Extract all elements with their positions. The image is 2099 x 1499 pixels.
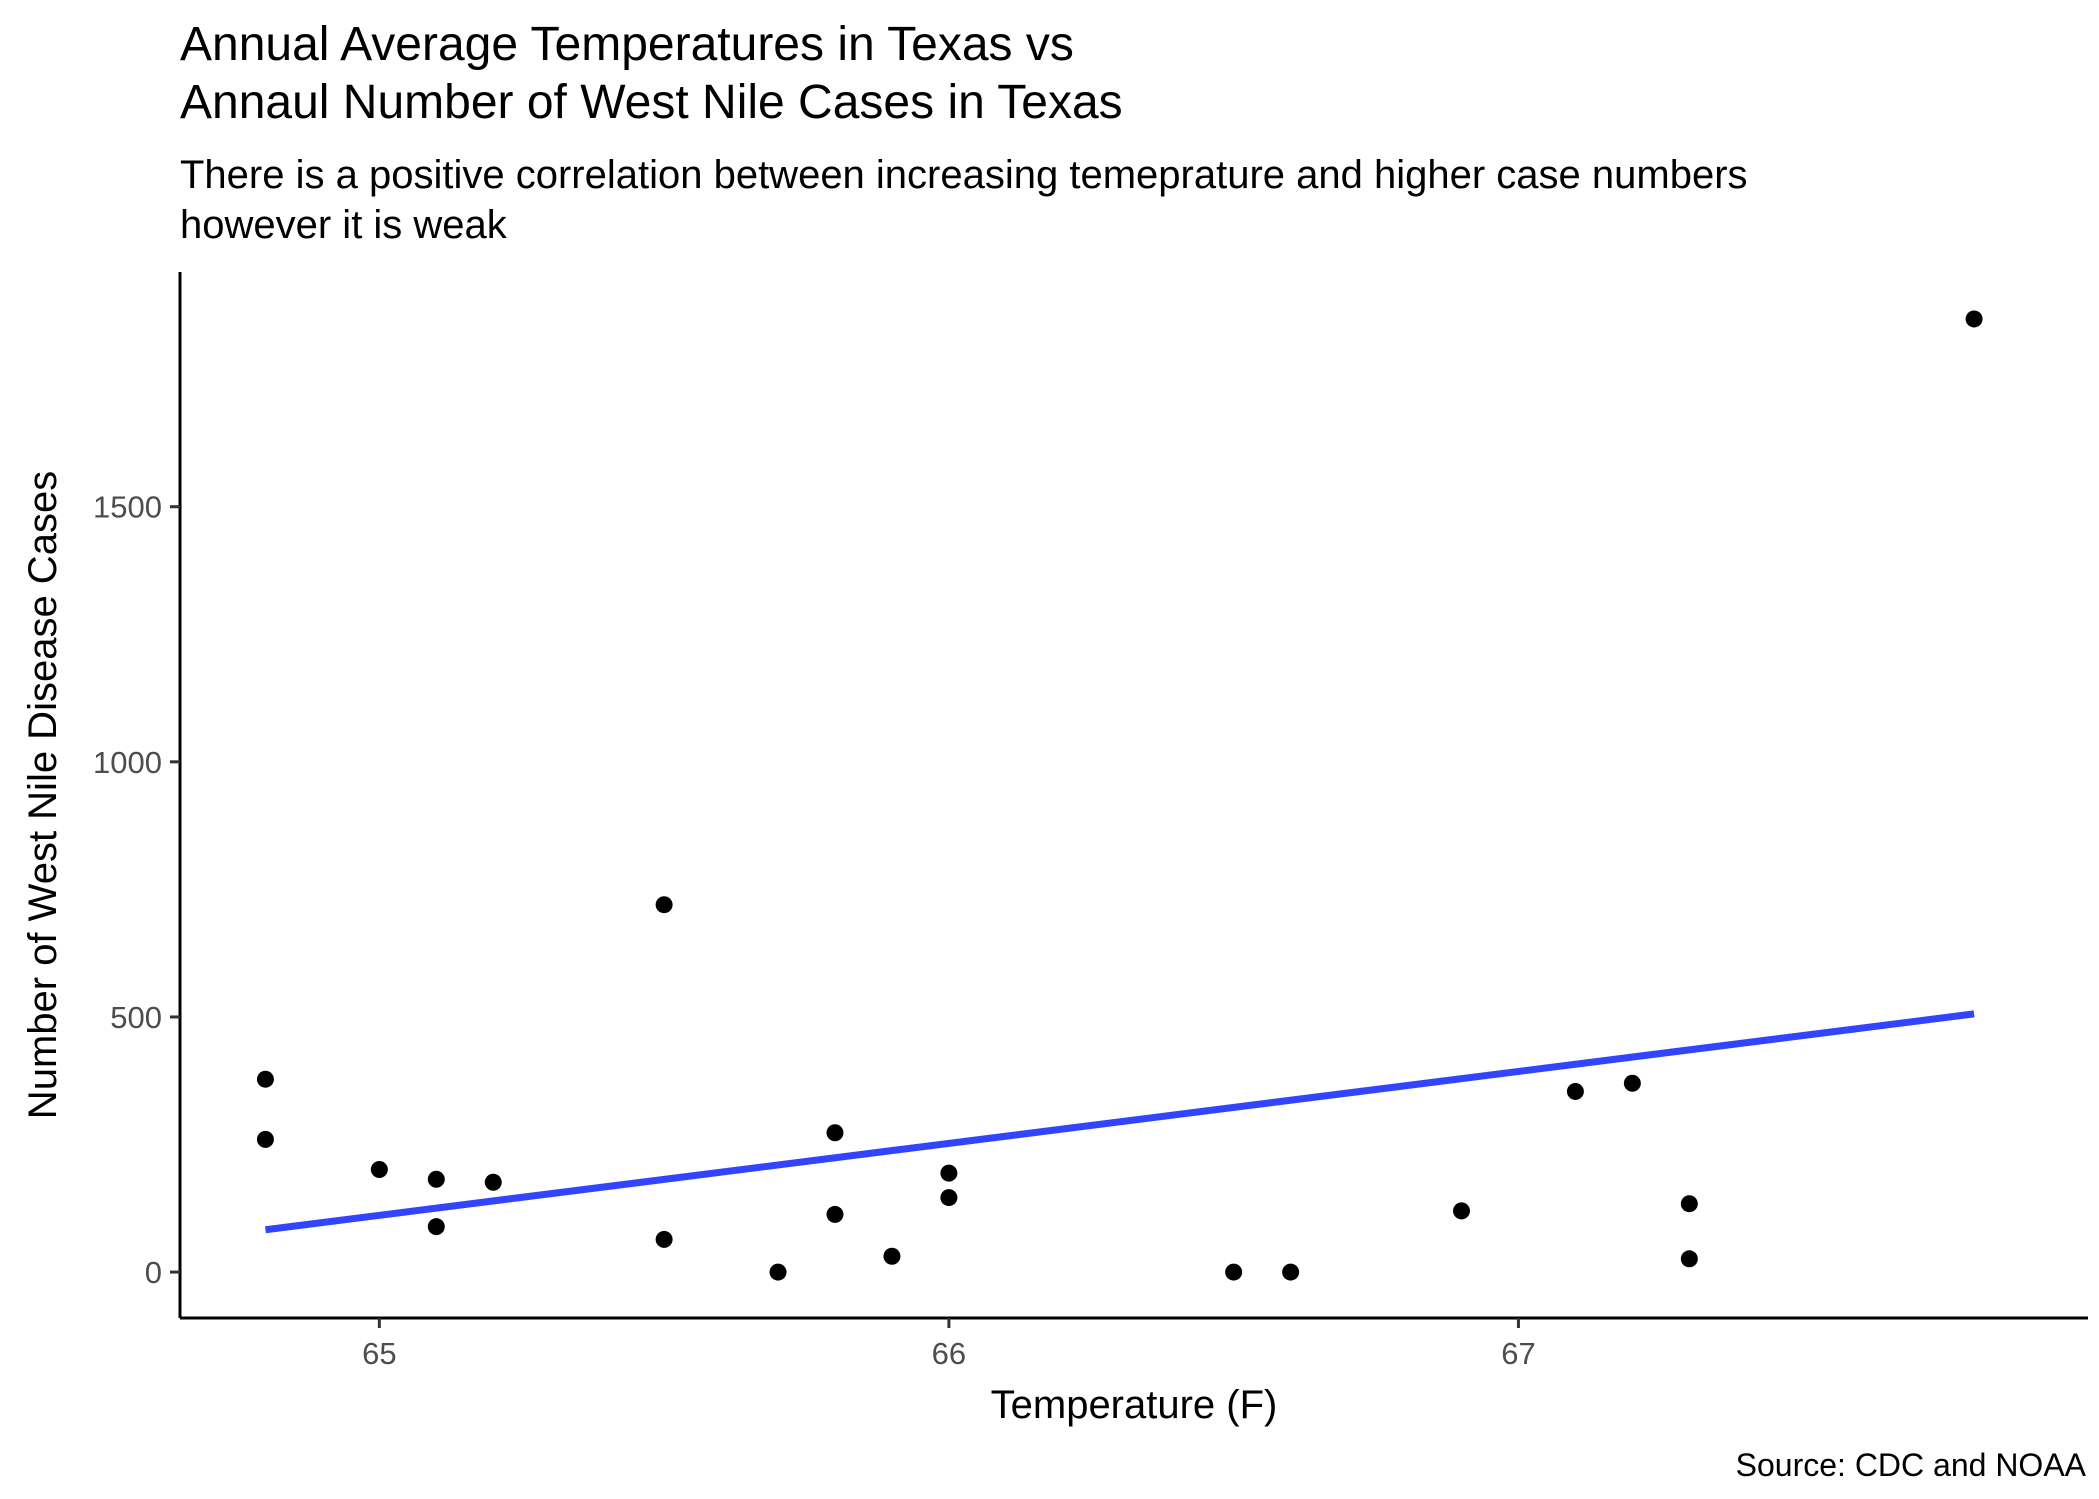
data-point [484, 1173, 502, 1191]
x-axis-title: Temperature (F) [991, 1383, 1278, 1427]
y-axis-ticks: 0 500 1000 1500 [93, 490, 180, 1290]
data-point [940, 1189, 958, 1207]
data-point [940, 1164, 958, 1182]
data-point [427, 1170, 445, 1188]
data-point [1225, 1263, 1243, 1281]
data-point [1282, 1263, 1300, 1281]
chart-caption: Source: CDC and NOAA [1736, 1447, 2087, 1483]
x-tick-label: 65 [362, 1336, 396, 1371]
chart-subtitle-line: There is a positive correlation between … [180, 153, 1748, 197]
data-point [427, 1218, 445, 1236]
y-tick-label: 0 [145, 1255, 162, 1290]
y-tick-label: 1500 [93, 490, 162, 525]
x-tick-label: 67 [1501, 1336, 1535, 1371]
y-tick-label: 500 [110, 1000, 162, 1035]
data-point [1452, 1202, 1470, 1220]
data-point [655, 1230, 673, 1248]
y-tick-label: 1000 [93, 745, 162, 780]
x-axis-ticks: 65 66 67 [362, 1318, 1536, 1371]
data-point [256, 1070, 274, 1088]
chart-title: Annual Average Temperatures in Texas vsA… [180, 18, 1123, 129]
chart-subtitle-line: however it is weak [180, 203, 508, 247]
plot-area [256, 310, 1983, 1281]
trend-layer [264, 1010, 1975, 1234]
data-point [1623, 1074, 1641, 1092]
data-point [1680, 1250, 1698, 1268]
trend-line [264, 1010, 1975, 1234]
x-tick-label: 66 [932, 1336, 966, 1371]
data-point [1965, 310, 1983, 328]
chart-title-line: Annual Average Temperatures in Texas vs [180, 18, 1074, 71]
y-axis-title: Number of West Nile Disease Cases [21, 471, 65, 1119]
data-point [1566, 1082, 1584, 1100]
points-layer [256, 310, 1983, 1281]
data-point [655, 896, 673, 914]
data-point [883, 1247, 901, 1265]
chart-title-line: Annaul Number of West Nile Cases in Texa… [180, 76, 1123, 129]
data-point [256, 1130, 274, 1148]
chart-subtitle: There is a positive correlation between … [180, 153, 1748, 247]
data-point [1680, 1195, 1698, 1213]
data-point [370, 1161, 388, 1179]
data-point [826, 1205, 844, 1223]
data-point [826, 1124, 844, 1142]
data-point [769, 1263, 787, 1281]
